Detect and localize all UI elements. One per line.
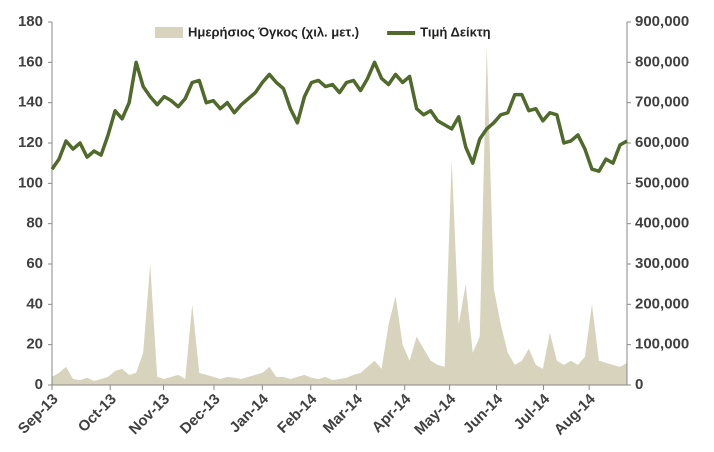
y-tick-label: 100 bbox=[18, 174, 43, 191]
x-tick-label: Aug-14 bbox=[551, 390, 599, 438]
y-tick-label: 120 bbox=[18, 134, 43, 151]
legend-label: Ημερήσιος Όγκος (χιλ. μετ.) bbox=[188, 24, 359, 39]
y-tick-label: 80 bbox=[26, 215, 43, 232]
y2-tick-label: 500,000 bbox=[635, 174, 689, 191]
x-tick-label: Sep-13 bbox=[15, 391, 62, 438]
y-tick-label: 20 bbox=[26, 336, 43, 353]
y2-tick-label: 300,000 bbox=[635, 255, 689, 272]
y-tick-label: 140 bbox=[18, 94, 43, 111]
y-tick-label: 40 bbox=[26, 295, 43, 312]
y2-tick-label: 0 bbox=[635, 376, 643, 393]
x-tick-label: Mar-14 bbox=[320, 390, 367, 437]
x-tick-label: Jun-14 bbox=[460, 390, 507, 437]
y-tick-label: 0 bbox=[35, 376, 43, 393]
y2-tick-label: 200,000 bbox=[635, 295, 689, 312]
x-tick-label: Oct-13 bbox=[75, 391, 120, 436]
y-tick-label: 60 bbox=[26, 255, 43, 272]
x-tick-label: Apr-14 bbox=[369, 390, 415, 436]
x-tick-label: Jan-14 bbox=[226, 390, 272, 436]
legend-label: Τιμή Δείκτη bbox=[420, 24, 491, 39]
price-line bbox=[50, 60, 628, 173]
legend-swatch bbox=[155, 27, 183, 38]
y-tick-label: 160 bbox=[18, 53, 43, 70]
x-tick-label: May-14 bbox=[411, 390, 459, 438]
y2-tick-label: 700,000 bbox=[635, 94, 689, 111]
y2-tick-label: 600,000 bbox=[635, 134, 689, 151]
x-tick-label: Nov-13 bbox=[126, 391, 173, 438]
y2-tick-label: 800,000 bbox=[635, 53, 689, 70]
y-tick-label: 180 bbox=[18, 13, 43, 30]
y2-tick-label: 900,000 bbox=[635, 13, 689, 30]
volume-area bbox=[52, 46, 627, 385]
x-tick-label: Jul-14 bbox=[511, 390, 554, 433]
y2-tick-label: 100,000 bbox=[635, 336, 689, 353]
y2-tick-label: 400,000 bbox=[635, 215, 689, 232]
x-tick-label: Feb-14 bbox=[274, 390, 321, 437]
x-tick-label: Dec-13 bbox=[177, 391, 224, 438]
